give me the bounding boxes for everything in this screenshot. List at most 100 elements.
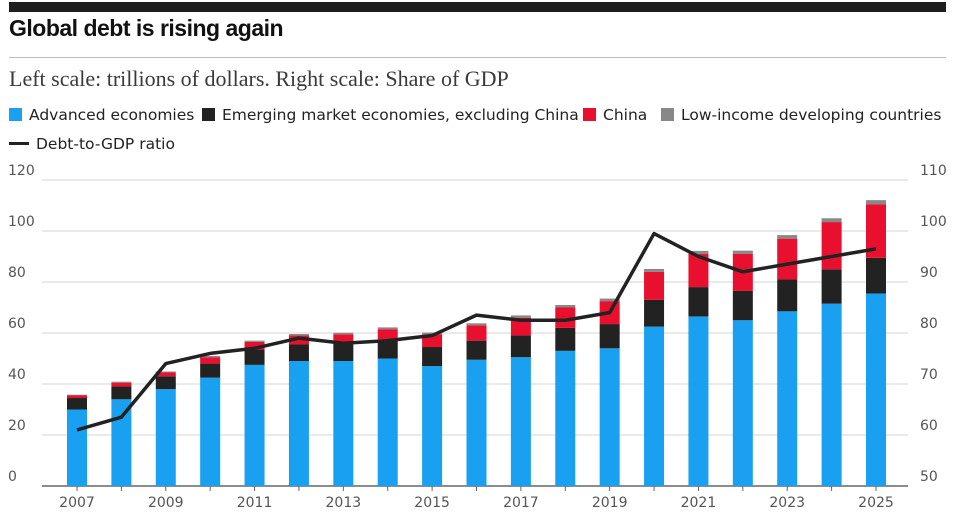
bar-segment-china [866,204,886,258]
bar-segment-emerging [67,398,87,410]
bar-segment-emerging [599,324,620,349]
bar-segment-advanced [333,361,354,486]
bar-segment-china [821,222,842,270]
bar-segment-low-income [200,355,221,358]
y-left-tick-label: 120 [8,163,35,179]
bar-segment-advanced [688,316,709,486]
legend-swatch-china [583,108,596,121]
bar-segment-low-income [67,394,87,396]
x-tick-label: 2019 [592,495,628,511]
bar-segment-advanced [732,320,753,486]
bar-segment-emerging [688,287,709,317]
bar-segment-advanced [377,358,398,486]
x-tick-label: 2015 [414,495,450,511]
bar-segment-advanced [288,361,309,486]
bar-segment-low-income [599,298,620,302]
bar-segment-china [466,325,487,341]
legend-swatch-low-income [661,108,674,121]
legend-swatch-emerging [202,108,215,121]
x-tick-label: 2021 [681,495,717,511]
legend-item-low-income: Low-income developing countries [661,106,941,124]
bar-segment-emerging [644,299,665,327]
bar-segment-china [288,335,309,345]
legend-item-china: China [583,106,647,124]
debt-to-gdp-line [76,231,877,432]
y-left-tick-label: 100 [8,214,35,230]
bar-segment-low-income [644,268,665,272]
bar-segment-low-income [466,323,487,326]
axes: 0 20 40 60 80 100 120 50 60 70 80 90 100 110 2007 2009 2… [8,163,947,511]
bar-segment-emerging [288,344,309,362]
x-tick-label: 2007 [59,495,95,511]
x-tick-label: 2023 [769,495,805,511]
bar-segment-advanced [644,326,665,486]
bar-segment-china [644,271,665,300]
bar-segment-emerging [777,279,798,312]
legend-label-low-income: Low-income developing countries [681,106,942,124]
y-right-tick-label: 100 [920,214,947,230]
bar-segment-emerging [466,340,487,360]
bar-segment-low-income [688,250,709,254]
bar-segment-emerging [244,349,265,365]
bar-segment-advanced [866,293,886,486]
chart-title: Global debt is rising again [9,15,284,41]
bar-segment-advanced [821,303,842,486]
bar-segment-low-income [777,235,798,239]
bars [67,200,886,486]
top-bar [9,2,946,12]
bar-segment-low-income [377,327,398,330]
bar-segment-advanced [422,366,443,486]
bar-segment-advanced [777,311,798,486]
bar-segment-advanced [155,389,176,486]
x-tick-label: 2025 [858,495,894,511]
bar-segment-china [67,395,87,399]
bar-segment-emerging [821,269,842,304]
bar-segment-low-income [422,332,443,335]
legend-swatch-advanced [9,108,22,121]
bar-segment-low-income [288,334,309,336]
legend-label-advanced: Advanced economies [29,106,195,124]
bar-segment-advanced [466,359,487,486]
y-right-tick-label: 70 [920,367,938,383]
legend-label-china: China [603,106,648,124]
legend-swatch-ratio [9,142,29,145]
bar-segment-china [688,253,709,288]
bar-segment-low-income [333,332,354,335]
bar-segment-emerging [155,376,176,390]
bar-segment-china [200,357,221,364]
y-right-tick-label: 80 [920,316,938,332]
bar-segment-emerging [333,343,354,362]
bar-segment-low-income [155,371,176,373]
bar-segment-low-income [111,381,132,383]
bar-segment-low-income [555,304,576,308]
bar-segment-china [377,329,398,340]
bar-segment-low-income [510,315,531,318]
bar-segment-low-income [732,250,753,254]
y-right-tick-label: 60 [920,418,938,434]
bar-segment-emerging [200,363,221,378]
bar-segment-advanced [244,364,265,486]
bar-segment-low-income [244,340,265,342]
legend-label-emerging: Emerging market economies, excluding Chi… [222,106,579,124]
bar-segment-emerging [555,327,576,351]
y-right-tick-label: 110 [920,163,947,179]
legend-item-ratio: Debt-to-GDP ratio [9,135,175,153]
x-tick-label: 2017 [503,495,539,511]
bar-segment-china [111,382,132,387]
bar-segment-china [777,238,798,280]
bar-segment-china [244,341,265,350]
y-left-tick-label: 80 [8,265,26,281]
legend-item-advanced: Advanced economies [9,106,194,124]
y-left-tick-label: 60 [8,316,26,332]
bar-segment-emerging [111,386,132,400]
x-tick-label: 2013 [326,495,362,511]
bar-segment-advanced [67,409,87,486]
bar-segment-china [333,334,354,344]
bar-segment-emerging [377,339,398,359]
y-left-tick-label: 20 [8,418,26,434]
bar-segment-emerging [422,347,443,367]
bar-segment-emerging [866,257,886,294]
bar-segment-emerging [510,335,531,358]
bar-segment-low-income [821,218,842,223]
